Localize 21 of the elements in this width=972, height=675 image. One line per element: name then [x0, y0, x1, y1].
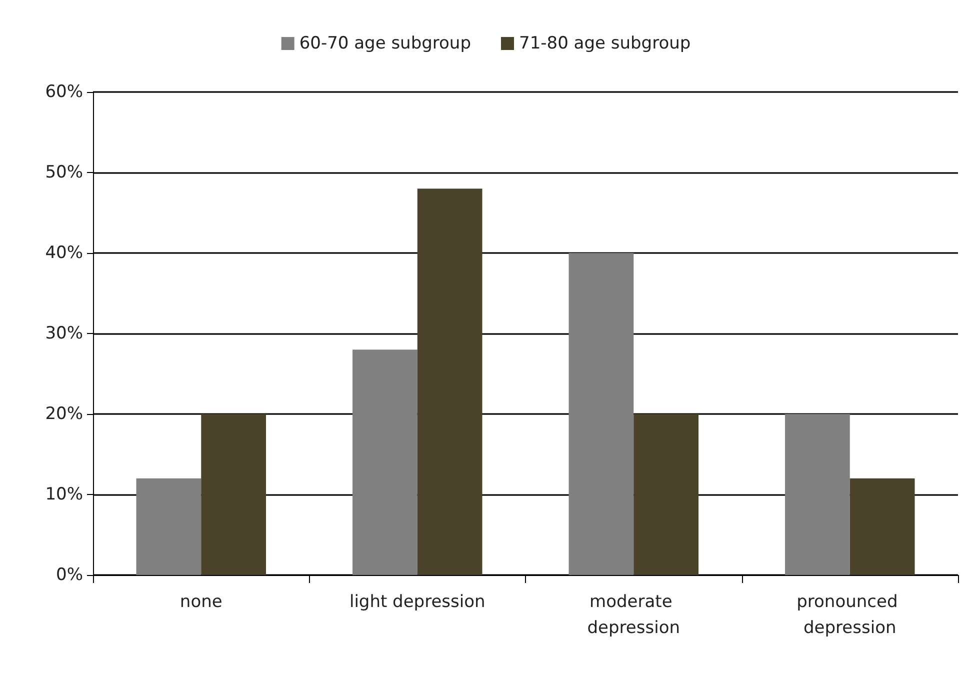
y-tick-label: 0% [56, 565, 83, 585]
bar [352, 350, 418, 575]
legend-label: 60-70 age subgroup [299, 34, 472, 54]
bar [634, 414, 698, 575]
x-tick-label: none [180, 592, 222, 612]
y-tick-label: 40% [45, 243, 83, 263]
x-tick-label: moderate depression [587, 592, 680, 638]
bar [201, 414, 266, 575]
x-tick-label: light depression [349, 592, 486, 612]
y-tick-label: 20% [45, 404, 83, 424]
bar [785, 414, 850, 575]
y-tick-label: 50% [45, 162, 83, 182]
bar [568, 253, 634, 575]
y-tick-label: 10% [45, 484, 83, 504]
y-tick-label: 30% [45, 324, 83, 344]
bar [136, 478, 202, 575]
x-tick-label: pronounced depression [796, 592, 904, 638]
bar [850, 478, 915, 575]
bar [417, 188, 482, 575]
y-tick-label: 60% [45, 82, 83, 102]
legend-label: 71-80 age subgroup [519, 34, 691, 54]
